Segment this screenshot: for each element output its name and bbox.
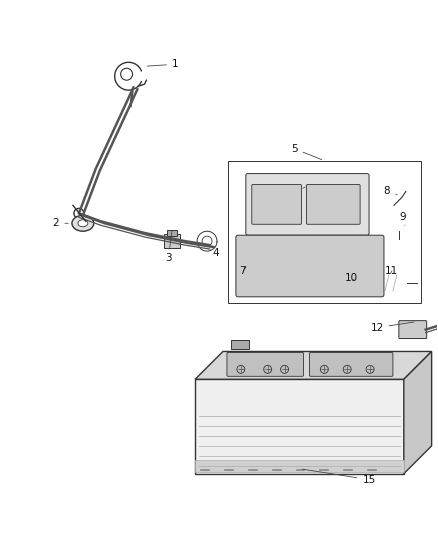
FancyBboxPatch shape xyxy=(372,272,410,294)
Bar xyxy=(382,243,390,251)
Bar xyxy=(279,239,286,243)
FancyBboxPatch shape xyxy=(236,235,384,297)
Bar xyxy=(342,276,366,290)
Text: 13: 13 xyxy=(0,532,1,533)
FancyBboxPatch shape xyxy=(246,174,369,235)
Bar xyxy=(164,234,180,248)
Text: 9: 9 xyxy=(399,212,406,225)
FancyBboxPatch shape xyxy=(307,184,360,224)
Text: 7: 7 xyxy=(240,266,246,276)
Text: 4: 4 xyxy=(213,241,219,258)
Bar xyxy=(254,239,262,243)
Bar xyxy=(228,160,421,303)
Text: 15: 15 xyxy=(302,469,376,484)
FancyBboxPatch shape xyxy=(227,352,304,376)
Polygon shape xyxy=(195,351,431,379)
Bar xyxy=(195,460,404,472)
Text: 3: 3 xyxy=(165,231,172,263)
FancyBboxPatch shape xyxy=(309,352,393,376)
Text: 1: 1 xyxy=(147,59,179,69)
Bar xyxy=(382,259,390,267)
Ellipse shape xyxy=(72,215,94,231)
Bar xyxy=(382,275,390,283)
Text: 11: 11 xyxy=(385,266,399,276)
Bar xyxy=(293,242,372,290)
Text: 6: 6 xyxy=(291,187,305,198)
Bar xyxy=(231,340,249,350)
Bar xyxy=(304,239,311,243)
FancyBboxPatch shape xyxy=(252,184,301,224)
Text: 10: 10 xyxy=(345,273,358,283)
Bar xyxy=(167,230,177,236)
Bar xyxy=(367,206,375,219)
Text: 8: 8 xyxy=(384,187,397,197)
Text: 12: 12 xyxy=(371,322,414,333)
Text: 5: 5 xyxy=(291,144,322,160)
Text: 2: 2 xyxy=(53,219,68,228)
Bar xyxy=(240,206,248,219)
Bar xyxy=(253,252,277,280)
Text: 14: 14 xyxy=(0,532,1,533)
FancyBboxPatch shape xyxy=(399,321,427,338)
Bar xyxy=(390,219,408,231)
Bar xyxy=(328,239,336,243)
Bar xyxy=(343,239,351,243)
Bar xyxy=(246,245,283,287)
Ellipse shape xyxy=(78,220,88,227)
Polygon shape xyxy=(195,379,404,474)
Polygon shape xyxy=(404,351,431,474)
